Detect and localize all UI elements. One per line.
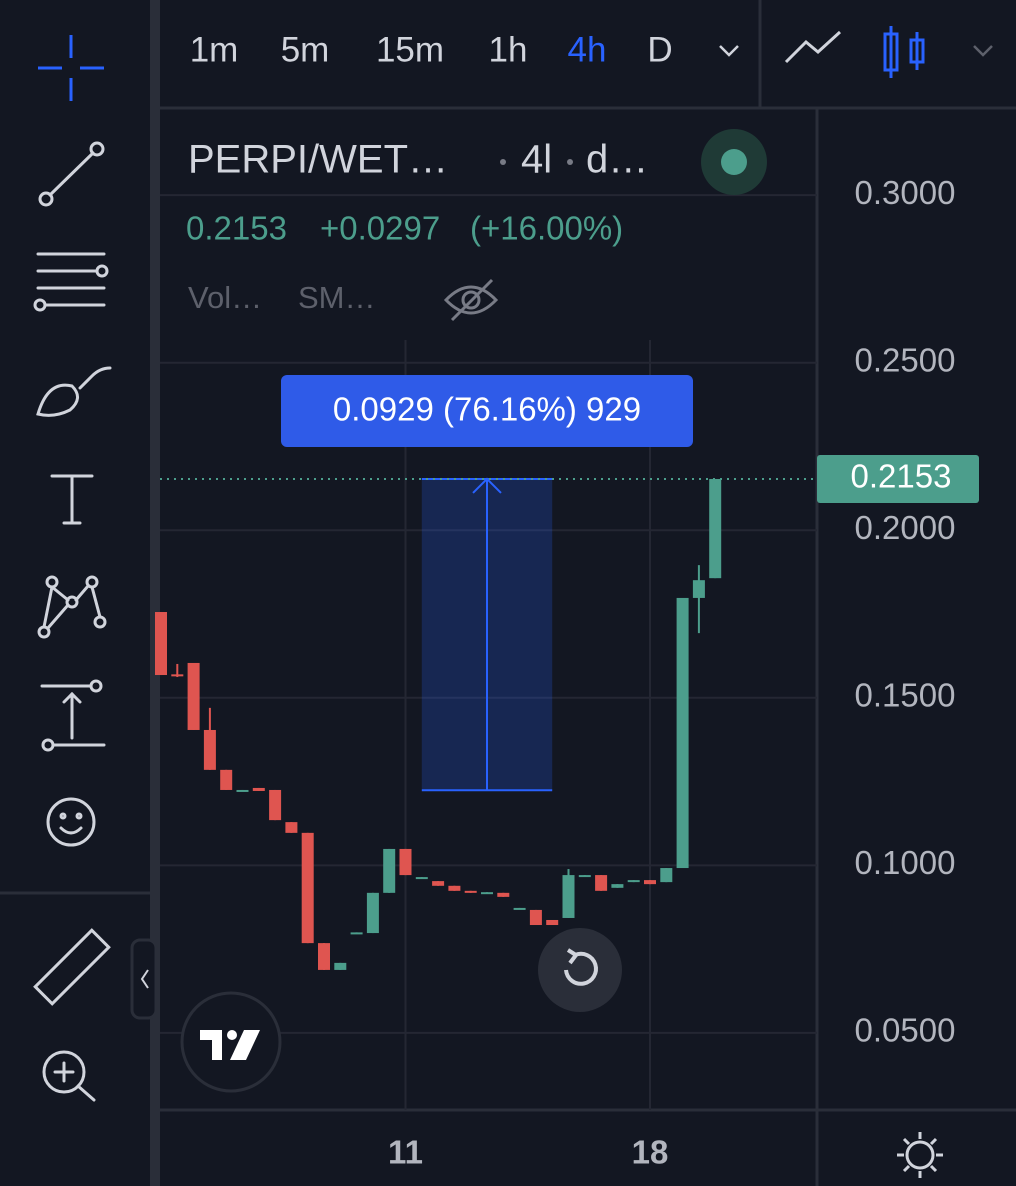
- candle-body: [334, 962, 347, 970]
- separator-dot: [500, 159, 506, 165]
- zoom-tool[interactable]: [42, 1050, 96, 1102]
- candle-body: [432, 881, 445, 886]
- interval-button[interactable]: 1m: [190, 30, 239, 69]
- symbol[interactable]: PERPI/WET…: [188, 138, 448, 182]
- trend-line-tool[interactable]: [38, 141, 105, 207]
- plot-area: [155, 194, 817, 1110]
- text-tool[interactable]: [50, 474, 94, 525]
- candle-body: [513, 907, 526, 910]
- candle-body: [546, 919, 559, 926]
- candle-body: [644, 880, 656, 885]
- emoji-tool[interactable]: [46, 797, 96, 847]
- candle-body: [220, 769, 233, 790]
- interval-dropdown[interactable]: [719, 45, 739, 57]
- y-tick-label: 0.2000: [855, 509, 956, 546]
- x-tick-label: 11: [388, 1134, 423, 1171]
- interval-button[interactable]: 5m: [281, 30, 330, 69]
- y-tick-label: 0.1500: [855, 677, 956, 714]
- settings-button[interactable]: [897, 1132, 943, 1178]
- brush-tool[interactable]: [36, 366, 112, 417]
- candle-body: [350, 932, 363, 935]
- candle-body: [399, 848, 412, 876]
- market-status-dot: [721, 149, 747, 175]
- interval-bar: 1m 5m 15m 1h 4h D: [190, 30, 673, 69]
- exchange: d…: [586, 138, 648, 182]
- last-price-label: 0.2153: [851, 458, 952, 495]
- candle-body: [269, 789, 282, 821]
- price: 0.2153: [186, 210, 287, 247]
- candle-body: [318, 943, 330, 970]
- interval-button[interactable]: 15m: [376, 30, 444, 69]
- last-price-box: [817, 454, 979, 503]
- candle-body: [562, 875, 575, 918]
- candle-body: [709, 478, 722, 579]
- candle-body: [692, 580, 705, 598]
- candle-body: [595, 875, 608, 891]
- candle-chart-button[interactable]: [883, 26, 925, 78]
- candle-body: [252, 787, 265, 791]
- projection-tool[interactable]: [40, 679, 106, 752]
- candle-body: [448, 885, 461, 891]
- candle-body: [301, 832, 314, 944]
- candle-body: [497, 892, 510, 897]
- line-chart-button[interactable]: [784, 30, 842, 64]
- candle-body: [171, 674, 184, 677]
- candle-body: [464, 890, 477, 893]
- collapse-handle[interactable]: [130, 938, 158, 1020]
- interval-button[interactable]: 1h: [489, 30, 528, 69]
- candle-body: [627, 880, 640, 883]
- indicator[interactable]: SM…: [298, 280, 376, 315]
- ruler-tool[interactable]: [33, 928, 111, 1006]
- measure-label: 0.0929 (76.16%) 929: [333, 391, 641, 428]
- change-percent: (+16.00%): [470, 210, 623, 247]
- chart-type-dropdown[interactable]: [973, 45, 993, 57]
- candle-body: [660, 868, 673, 883]
- separator-dot: [567, 159, 573, 165]
- candle-body: [187, 662, 200, 730]
- interval-button[interactable]: 4h: [568, 30, 607, 69]
- candle-body: [676, 597, 689, 869]
- fib-tool[interactable]: [33, 252, 109, 312]
- y-tick-label: 0.1000: [855, 844, 956, 881]
- candle-body: [578, 875, 591, 878]
- candle-body: [481, 892, 493, 895]
- y-tick-label: 0.3000: [855, 174, 956, 211]
- candle-body: [155, 612, 167, 676]
- candle-body: [366, 892, 379, 934]
- x-tick-label: 18: [632, 1134, 669, 1171]
- reset-button[interactable]: [538, 928, 622, 1012]
- candle-body: [285, 822, 298, 833]
- measure-label-box: [281, 374, 693, 447]
- candle-body: [415, 877, 428, 880]
- candle-body: [529, 909, 542, 926]
- interval-button[interactable]: D: [647, 30, 672, 69]
- pattern-tool[interactable]: [37, 575, 107, 639]
- crosshair-tool[interactable]: [38, 35, 104, 101]
- measure-arrowhead: [472, 477, 502, 494]
- candle-body: [611, 884, 624, 888]
- sidebar-divider: [150, 0, 160, 1186]
- interval: 4l: [521, 138, 552, 182]
- indicator[interactable]: Vol…: [188, 280, 262, 315]
- hide-indicators[interactable]: [443, 278, 499, 322]
- candle-body: [236, 789, 249, 792]
- y-tick-label: 0.2500: [855, 341, 956, 378]
- candle-body: [203, 729, 216, 770]
- candle-body: [383, 848, 396, 893]
- change: +0.0297: [320, 210, 440, 247]
- tradingview-logo[interactable]: [180, 991, 282, 1093]
- y-tick-label: 0.0500: [855, 1012, 956, 1049]
